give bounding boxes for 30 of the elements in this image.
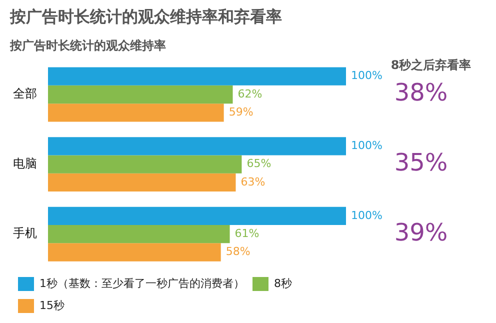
text: 38% bbox=[394, 78, 448, 107]
bar bbox=[48, 137, 346, 156]
bar bbox=[48, 104, 224, 122]
data-label: 100% bbox=[351, 208, 382, 222]
legend-label: 15秒 bbox=[40, 298, 64, 312]
text: 39% bbox=[394, 218, 448, 246]
legend-label: 1秒（基数：至少看了一秒广告的消费者） bbox=[40, 276, 244, 290]
data-label: 61% bbox=[234, 226, 260, 240]
chart-title: 按广告时长统计的观众维持率和弃看率 bbox=[9, 6, 282, 26]
data-label: 62% bbox=[238, 87, 262, 100]
bar bbox=[48, 85, 233, 104]
bar bbox=[48, 206, 346, 226]
bar bbox=[48, 67, 346, 86]
data-label: 59% bbox=[228, 106, 254, 119]
data-label: 65% bbox=[246, 157, 272, 170]
y-tick-label: 电脑 bbox=[13, 156, 37, 170]
chart-subtitle: 按广告时长统计的观众维持率 bbox=[9, 38, 166, 53]
data-label: 100% bbox=[351, 69, 382, 82]
bar bbox=[48, 225, 230, 244]
text: 8秒之后弃看率 bbox=[390, 58, 472, 72]
y-tick-label: 全部 bbox=[13, 86, 37, 101]
data-label: 58% bbox=[226, 245, 250, 258]
bar bbox=[48, 155, 242, 174]
bar bbox=[48, 243, 221, 262]
data-label: 63% bbox=[240, 175, 266, 188]
y-tick-label: 手机 bbox=[13, 226, 37, 240]
text: 35% bbox=[394, 148, 448, 177]
bar bbox=[48, 173, 236, 192]
legend-label: 8秒 bbox=[274, 276, 292, 290]
data-label: 100% bbox=[351, 139, 382, 152]
